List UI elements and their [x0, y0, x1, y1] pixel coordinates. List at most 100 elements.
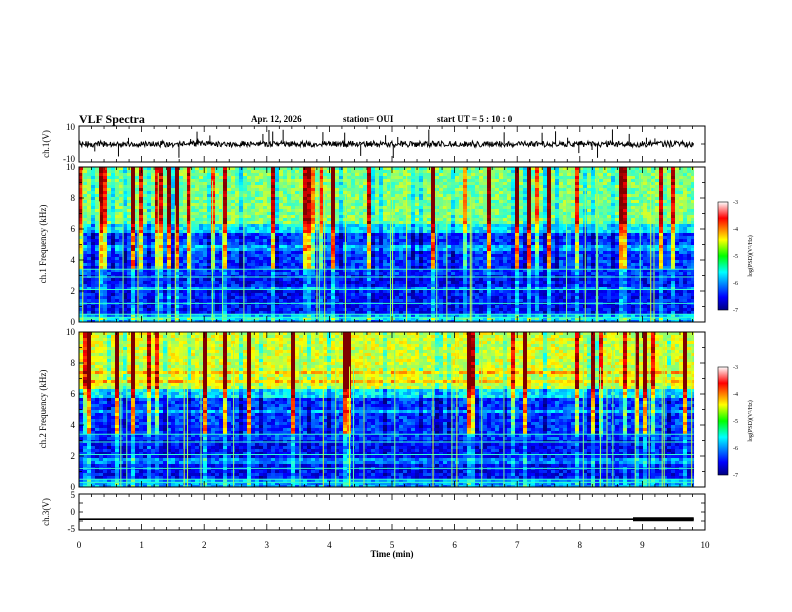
spectrogram-cell [383, 179, 388, 183]
spectrogram-cell [83, 209, 88, 213]
spectrogram-cell [351, 200, 356, 204]
spectrogram-cell [491, 182, 496, 186]
spectrogram-cell [163, 203, 168, 207]
spectrogram-cell [403, 236, 408, 240]
spectrogram-cell [359, 233, 364, 237]
spectrogram-cell [167, 170, 172, 174]
spectrogram-cell [419, 185, 424, 189]
spectrogram-cell [363, 215, 368, 219]
spectrogram-cell [399, 197, 404, 201]
spectrogram-cell [599, 197, 604, 201]
spectrogram-cell [211, 212, 216, 216]
spectrogram-cell [219, 215, 224, 219]
spectrogram-cell [683, 188, 688, 192]
spectrogram-cell [439, 251, 444, 255]
spectrogram-cell [283, 206, 288, 210]
spectrogram-cell [147, 179, 152, 183]
spectrogram-cell [559, 167, 564, 171]
spectrogram-cell [187, 197, 192, 201]
spectrogram-cell [459, 191, 464, 195]
spectrogram-cell [527, 200, 532, 204]
spectrogram-cell [663, 212, 668, 216]
spectrogram-cell [351, 212, 356, 216]
spectrogram-cell [503, 248, 508, 252]
spectrogram-cell [227, 218, 232, 222]
spectrogram-cell [135, 200, 140, 204]
spectrogram-cell [403, 233, 408, 237]
spectrogram-cell [499, 251, 504, 255]
spectrogram-cell [411, 233, 416, 237]
spectrogram-cell [567, 218, 572, 222]
spectrogram-cell [347, 170, 352, 174]
spectrogram-cell [207, 242, 212, 246]
spectrogram-cell [567, 185, 572, 189]
spectrogram-cell [671, 176, 676, 180]
spectrogram-cell [243, 257, 248, 261]
spectrogram-cell [639, 206, 644, 210]
spectrogram-cell [223, 200, 228, 204]
spectrogram-cell [647, 224, 652, 228]
spectrogram-cell [355, 251, 360, 255]
spectrogram-cell [179, 257, 184, 261]
spectrogram-cell [467, 212, 472, 216]
spectrogram-cell [675, 236, 680, 240]
spectrogram-cell [127, 251, 132, 255]
spectrogram-cell [527, 236, 532, 240]
spectrogram-cell [327, 257, 332, 261]
spectrogram-cell [675, 254, 680, 258]
spectrogram-cell [467, 218, 472, 222]
spectrogram-cell [375, 200, 380, 204]
spectrogram-cell [103, 191, 108, 195]
spectrogram-cell [571, 245, 576, 249]
spectrogram-cell [591, 194, 596, 198]
spectrogram-cell [211, 209, 216, 213]
spectrogram-cell [687, 245, 692, 249]
spectrogram-cell [191, 182, 196, 186]
spectrogram-cell [663, 185, 668, 189]
spectrogram-cell [291, 209, 296, 213]
spectrogram-cell [387, 248, 392, 252]
spectrogram-cell [487, 215, 492, 219]
spectrogram-cell [515, 239, 520, 243]
spectrogram-cell [163, 185, 168, 189]
spectrogram-cell [667, 242, 672, 246]
spectrogram-cell [427, 173, 432, 177]
spectrogram-cell [271, 236, 276, 240]
spectrogram-cell [631, 197, 636, 201]
spectrogram-cell [247, 191, 252, 195]
spectrogram-cell [691, 170, 695, 174]
spectrogram-cell [571, 227, 576, 231]
spectrogram-cell [271, 182, 276, 186]
spectrogram-cell [443, 215, 448, 219]
spectrogram-cell [647, 254, 652, 258]
spectrogram-cell [671, 218, 676, 222]
spectrogram-cell [103, 233, 108, 237]
spectrogram-cell [403, 176, 408, 180]
spectrogram-cell [91, 257, 96, 261]
spectrogram-cell [611, 239, 616, 243]
spectrogram-cell [455, 236, 460, 240]
spectrogram-cell [531, 209, 536, 213]
spectrogram-cell [559, 218, 564, 222]
spectrogram-cell [519, 239, 524, 243]
spectrogram-cell [131, 251, 136, 255]
spectrogram-cell [319, 182, 324, 186]
spectrogram-cell [503, 254, 508, 258]
spectrogram-cell [447, 188, 452, 192]
spectrogram-cell [231, 188, 236, 192]
spectrogram-cell [587, 206, 592, 210]
spectrogram-cell [271, 218, 276, 222]
spectrogram-cell [311, 191, 316, 195]
spectrogram-cell [227, 173, 232, 177]
spectrogram-cell [391, 200, 396, 204]
spectrogram-cell [163, 248, 168, 252]
spectrogram-cell [495, 176, 500, 180]
spectrogram-cell [147, 257, 152, 261]
spectrogram-cell [623, 212, 628, 216]
spectrogram-cell [135, 230, 140, 234]
spectrogram-cell [175, 176, 180, 180]
spectrogram-cell [259, 176, 264, 180]
spectrogram-cell [119, 188, 124, 192]
spectrogram-cell [311, 206, 316, 210]
spectrogram-cell [623, 242, 628, 246]
